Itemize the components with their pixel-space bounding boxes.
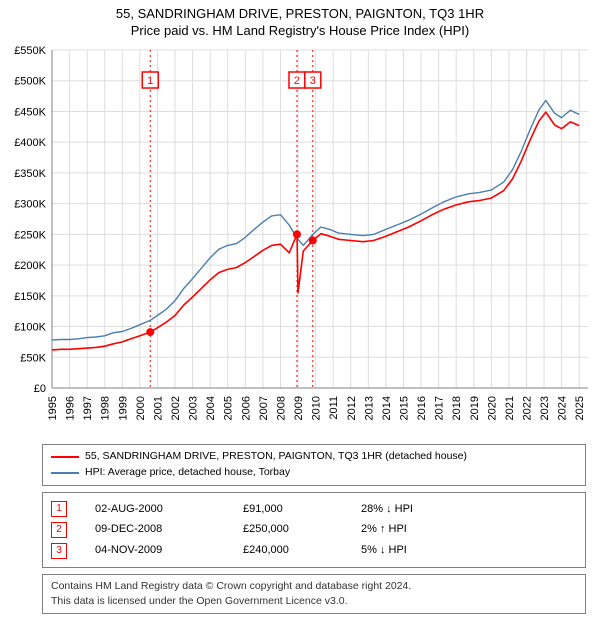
chart-svg: £0 £50K £100K £150K £200K £250K £300K £350K £400… (0, 40, 600, 438)
chart-area: £0 £50K £100K £150K £200K £250K £300K £350K £400… (0, 40, 600, 438)
license-line-2: This data is licensed under the Open Gov… (51, 594, 577, 609)
svg-text:1999: 1999 (117, 396, 129, 420)
svg-text:2007: 2007 (258, 396, 270, 420)
svg-text:£150K: £150K (14, 291, 46, 303)
event-price: £91,000 (243, 499, 333, 520)
svg-text:2016: 2016 (416, 396, 428, 420)
svg-text:1995: 1995 (47, 396, 59, 420)
title-address: 55, SANDRINGHAM DRIVE, PRESTON, PAIGNTON… (0, 6, 600, 21)
svg-text:2019: 2019 (469, 396, 481, 420)
svg-text:£200K: £200K (14, 260, 46, 272)
event-row: 2 09-DEC-2008 £250,000 2% ↑ HPI (51, 519, 577, 540)
legend-label-hpi: HPI: Average price, detached house, Torb… (85, 465, 290, 481)
event-diff: 28% ↓ HPI (361, 499, 413, 520)
svg-text:2022: 2022 (521, 396, 533, 420)
event-marker-1: 1 (51, 501, 67, 517)
svg-text:1998: 1998 (100, 396, 112, 420)
title-subtitle: Price paid vs. HM Land Registry's House … (0, 23, 600, 38)
svg-text:1997: 1997 (82, 396, 94, 420)
svg-text:£50K: £50K (20, 352, 46, 364)
event-row: 1 02-AUG-2000 £91,000 28% ↓ HPI (51, 499, 577, 520)
svg-text:2011: 2011 (328, 396, 340, 420)
chart-titles: 55, SANDRINGHAM DRIVE, PRESTON, PAIGNTON… (0, 0, 600, 40)
svg-text:2013: 2013 (363, 396, 375, 420)
legend-label-property: 55, SANDRINGHAM DRIVE, PRESTON, PAIGNTON… (85, 449, 467, 465)
svg-text:2014: 2014 (381, 396, 393, 420)
svg-text:2003: 2003 (188, 396, 200, 420)
svg-text:£300K: £300K (14, 199, 46, 211)
svg-text:2015: 2015 (398, 396, 410, 420)
svg-text:2017: 2017 (434, 396, 446, 420)
svg-text:2006: 2006 (240, 396, 252, 420)
event-marker-3: 3 (51, 543, 67, 559)
svg-text:£350K: £350K (14, 168, 46, 180)
svg-text:2009: 2009 (293, 396, 305, 420)
page-container: 55, SANDRINGHAM DRIVE, PRESTON, PAIGNTON… (0, 0, 600, 614)
svg-text:2001: 2001 (152, 396, 164, 420)
svg-text:2023: 2023 (539, 396, 551, 420)
svg-text:2018: 2018 (451, 396, 463, 420)
event-row: 3 04-NOV-2009 £240,000 5% ↓ HPI (51, 540, 577, 561)
event-diff: 2% ↑ HPI (361, 519, 407, 540)
svg-text:1: 1 (147, 75, 153, 87)
svg-text:£100K: £100K (14, 322, 46, 334)
svg-text:£250K: £250K (14, 229, 46, 241)
legend-row: 55, SANDRINGHAM DRIVE, PRESTON, PAIGNTON… (51, 449, 577, 465)
svg-text:2010: 2010 (311, 396, 323, 420)
svg-text:£500K: £500K (14, 76, 46, 88)
svg-text:2025: 2025 (574, 396, 586, 420)
svg-text:2000: 2000 (135, 396, 147, 420)
legend-box: 55, SANDRINGHAM DRIVE, PRESTON, PAIGNTON… (42, 444, 586, 486)
svg-text:2020: 2020 (486, 396, 498, 420)
event-price: £240,000 (243, 540, 333, 561)
svg-text:£400K: £400K (14, 137, 46, 149)
license-line-1: Contains HM Land Registry data © Crown c… (51, 579, 577, 594)
event-marker-2: 2 (51, 522, 67, 538)
event-date: 09-DEC-2008 (95, 519, 215, 540)
svg-text:2024: 2024 (557, 396, 569, 420)
svg-text:1996: 1996 (65, 396, 77, 420)
legend-swatch-property (51, 456, 79, 458)
svg-text:£450K: £450K (14, 106, 46, 118)
event-date: 02-AUG-2000 (95, 499, 215, 520)
svg-text:3: 3 (310, 75, 316, 87)
svg-text:2008: 2008 (275, 396, 287, 420)
svg-text:£550K: £550K (14, 45, 46, 57)
svg-text:2012: 2012 (346, 396, 358, 420)
license-box: Contains HM Land Registry data © Crown c… (42, 574, 586, 613)
svg-text:2004: 2004 (205, 396, 217, 420)
svg-text:£0: £0 (34, 383, 46, 395)
legend-swatch-hpi (51, 472, 79, 474)
svg-text:2002: 2002 (170, 396, 182, 420)
svg-text:2005: 2005 (223, 396, 235, 420)
events-box: 1 02-AUG-2000 £91,000 28% ↓ HPI 2 09-DEC… (42, 492, 586, 569)
svg-text:2021: 2021 (504, 396, 516, 420)
event-date: 04-NOV-2009 (95, 540, 215, 561)
event-price: £250,000 (243, 519, 333, 540)
svg-text:2: 2 (294, 75, 300, 87)
event-diff: 5% ↓ HPI (361, 540, 407, 561)
legend-row: HPI: Average price, detached house, Torb… (51, 465, 577, 481)
